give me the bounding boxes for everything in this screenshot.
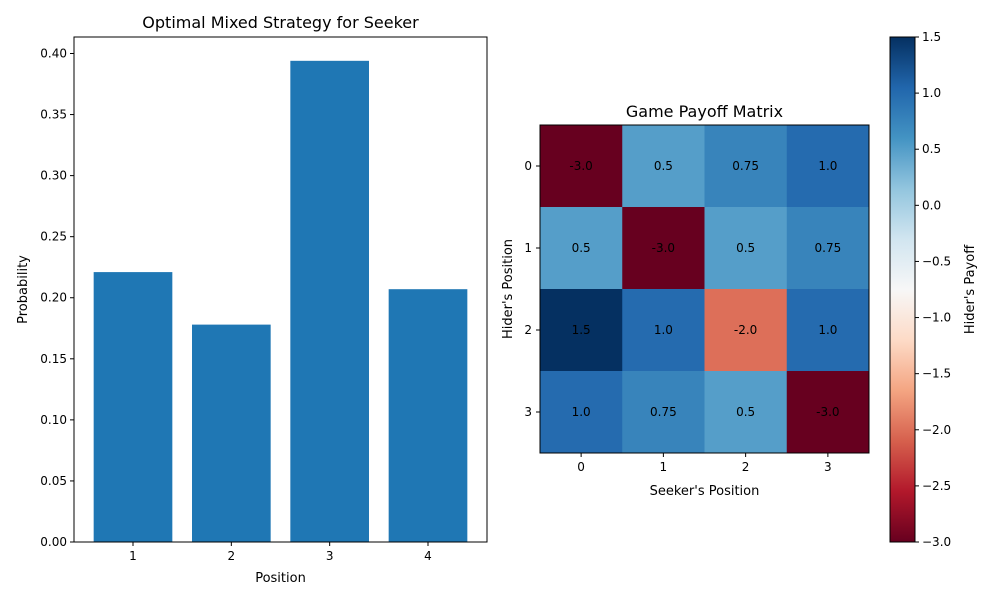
heatmap-cell-label: 1.0 <box>818 323 837 337</box>
bar-y-tick-label: 0.20 <box>40 291 67 305</box>
heatmap-cell-label: 0.5 <box>736 405 755 419</box>
colorbar: 1.5 1.0 0.5 0.0 −0.5 −1.0 −1.5 −2.0 −2.5 −3.0 Hid… <box>889 30 978 549</box>
bar-2 <box>192 324 271 542</box>
colorbar-tick-label: −1.5 <box>922 367 951 381</box>
heatmap-cell-2-1 <box>622 289 705 372</box>
heatmap-x-tick-label: 0 <box>577 460 585 474</box>
heatmap-y-axis: 0 1 2 3 <box>524 159 540 419</box>
bar-x-axis: 1 2 3 4 <box>129 542 432 563</box>
colorbar-tick-label: −1.0 <box>922 311 951 325</box>
heatmap-y-tick-label: 1 <box>524 241 532 255</box>
heatmap-x-tick-label: 3 <box>824 460 832 474</box>
heatmap-cell-2-3 <box>786 289 870 372</box>
heatmap-cell-label: -3.0 <box>569 159 592 173</box>
heatmap-cell-3-0 <box>540 371 623 454</box>
heatmap-cell-2-2 <box>704 289 788 372</box>
heatmap-cell-1-2 <box>704 207 788 290</box>
heatmap-cell-2-0 <box>540 289 623 372</box>
heatmap-x-tick-label: 1 <box>660 460 668 474</box>
bar-y-tick-label: 0.35 <box>40 108 67 122</box>
bar-3 <box>290 60 369 542</box>
bar-x-tick-label: 3 <box>326 549 334 563</box>
bar-chart-title: Optimal Mixed Strategy for Seeker <box>142 13 419 32</box>
colorbar-tick-label: −2.0 <box>922 423 951 437</box>
colorbar-tick-label: 1.5 <box>922 30 941 44</box>
bar-y-axis-label: Probability <box>16 255 31 324</box>
bar-series <box>93 60 468 542</box>
colorbar-tick-label: 0.5 <box>922 142 941 156</box>
heatmap-cell-0-1 <box>622 125 705 208</box>
heatmap-cell-1-3 <box>786 207 870 290</box>
heatmap-y-tick-label: 2 <box>524 323 532 337</box>
heatmap-chart: Game Payoff Matrix -3.0 0.5 0.75 1.00.5 -3.0… <box>501 102 870 499</box>
bar-x-axis-label: Position <box>255 571 306 586</box>
bar-y-tick-label: 0.15 <box>40 352 67 366</box>
bar-plot-frame <box>73 36 488 543</box>
heatmap-cell-label: 0.5 <box>572 241 591 255</box>
bar-1 <box>93 272 173 542</box>
heatmap-cell-label: -3.0 <box>652 241 675 255</box>
heatmap-cell-1-1 <box>622 207 705 290</box>
colorbar-tick-label: 1.0 <box>922 86 941 100</box>
bar-y-tick-label: 0.10 <box>40 413 67 427</box>
heatmap-x-tick-label: 2 <box>742 460 750 474</box>
heatmap-cell-0-2 <box>704 125 788 208</box>
colorbar-tick-label: −2.5 <box>922 479 951 493</box>
heatmap-title: Game Payoff Matrix <box>626 102 783 121</box>
heatmap-x-axis: 0 1 2 3 <box>577 453 832 474</box>
heatmap-cell-1-0 <box>540 207 623 290</box>
heatmap-cell-3-1 <box>622 371 705 454</box>
heatmap-cell-label: 1.0 <box>572 405 591 419</box>
heatmap-cell-label: 1.0 <box>818 159 837 173</box>
colorbar-tick-label: 0.0 <box>922 198 941 212</box>
bar-y-tick-label: 0.30 <box>40 169 67 183</box>
bar-x-tick-label: 2 <box>228 549 236 563</box>
bar-4 <box>388 289 468 542</box>
heatmap-cells: -3.0 0.5 0.75 1.0 0.5 -3.0 0.5 0.75 1.5 1.0 -2.0 1.… <box>540 125 870 454</box>
bar-x-tick-label: 4 <box>424 549 432 563</box>
bar-chart: Optimal Mixed Strategy for Seeker 1 2 3 4 0… <box>16 13 488 586</box>
bar-y-tick-label: 0.00 <box>40 535 67 549</box>
colorbar-label: Hider's Payoff <box>963 244 978 334</box>
colorbar-axis: 1.5 1.0 0.5 0.0 −0.5 −1.0 −1.5 −2.0 −2.5 −3.0 <box>915 30 951 549</box>
bar-y-tick-label: 0.05 <box>40 474 67 488</box>
bar-y-tick-label: 0.40 <box>40 46 67 60</box>
colorbar-gradient <box>889 36 916 543</box>
heatmap-cell-label: 0.75 <box>815 241 842 255</box>
heatmap-x-axis-label: Seeker's Position <box>650 484 760 499</box>
heatmap-frame <box>539 124 870 454</box>
heatmap-cell-label: 0.75 <box>732 159 759 173</box>
bar-x-tick-label: 1 <box>129 549 137 563</box>
heatmap-cell-0-3 <box>786 125 870 208</box>
colorbar-tick-label: −3.0 <box>922 535 951 549</box>
heatmap-y-axis-label: Hider's Position <box>501 239 516 339</box>
heatmap-y-tick-label: 0 <box>524 159 532 173</box>
heatmap-cell-label: 0.5 <box>736 241 755 255</box>
bar-y-tick-label: 0.25 <box>40 230 67 244</box>
bar-y-axis: 0.00 0.05 0.10 0.15 0.20 0.25 0.30 0.35 0.40 <box>40 46 74 549</box>
heatmap-cell-label: 1.5 <box>572 323 591 337</box>
heatmap-cell-3-3 <box>786 371 870 454</box>
heatmap-y-tick-label: 3 <box>524 405 532 419</box>
heatmap-cell-label: -3.0 <box>816 405 839 419</box>
colorbar-tick-label: −0.5 <box>922 254 951 268</box>
heatmap-cell-3-2 <box>704 371 788 454</box>
heatmap-cell-label: 0.5 <box>654 159 673 173</box>
heatmap-cell-label: 0.75 <box>650 405 677 419</box>
heatmap-cell-label: 1.0 <box>654 323 673 337</box>
heatmap-cell-0-0 <box>540 125 623 208</box>
heatmap-cell-label: -2.0 <box>734 323 757 337</box>
